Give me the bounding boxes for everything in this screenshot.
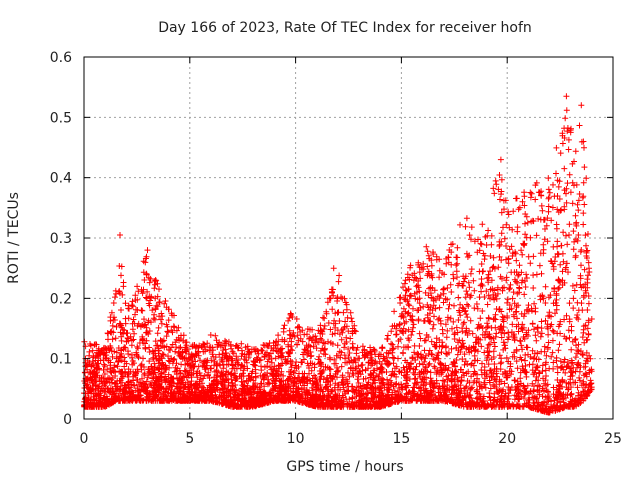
y-tick-label: 0.6 [50, 50, 72, 66]
x-tick-label: 5 [185, 431, 194, 447]
x-tick-label: 10 [287, 431, 305, 447]
data-points [81, 93, 595, 416]
roti-point-markers [81, 93, 595, 416]
x-axis-label: GPS time / hours [286, 459, 403, 475]
y-tick-label: 0 [63, 412, 72, 428]
chart-title: Day 166 of 2023, Rate Of TEC Index for r… [158, 20, 532, 36]
x-tick-label: 20 [498, 431, 516, 447]
y-tick-label: 0.5 [50, 110, 72, 126]
axis-ticks: 0 5 10 15 20 25 0 0.1 0.2 0.3 0.4 0.5 0.6 [50, 50, 622, 447]
x-tick-label: 25 [604, 431, 622, 447]
y-tick-label: 0.2 [50, 291, 72, 307]
y-axis-label: ROTI / TECUs [6, 192, 22, 284]
y-tick-label: 0.3 [50, 231, 72, 247]
y-tick-label: 0.4 [50, 171, 72, 187]
x-tick-label: 0 [80, 431, 89, 447]
x-tick-label: 15 [392, 431, 410, 447]
y-tick-label: 0.1 [50, 352, 72, 368]
